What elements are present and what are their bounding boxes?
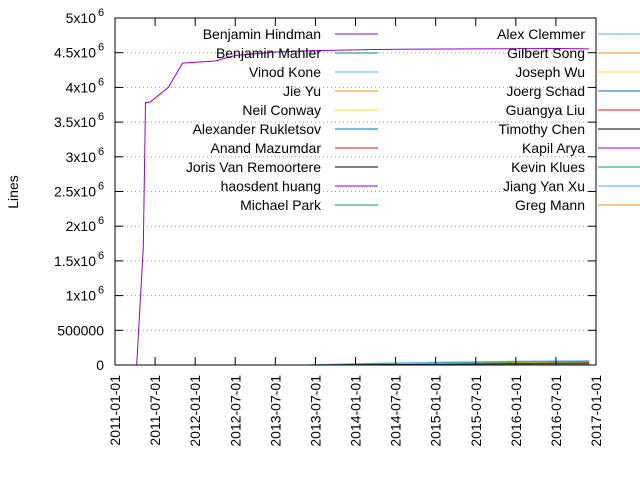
x-tick-label: 2011-01-01 — [107, 375, 123, 446]
legend-label: Jiang Yan Xu — [503, 178, 585, 194]
y-tick-label: 1x10 — [66, 288, 97, 304]
y-tick-exponent: 6 — [98, 42, 104, 54]
x-tick-label: 2015-01-01 — [428, 375, 444, 447]
x-tick-label: 2014-01-01 — [348, 375, 364, 447]
legend-label: Benjamin Mahler — [216, 45, 321, 61]
legend-label: Guangya Liu — [506, 102, 585, 118]
legend-label: Joris Van Remoortere — [186, 159, 321, 175]
y-tick-exponent: 6 — [98, 76, 104, 88]
legend-label: Kevin Klues — [511, 159, 585, 175]
y-tick-label: 2.5x10 — [54, 184, 96, 200]
x-tick-label: 2013-07-01 — [307, 375, 323, 447]
y-tick-exponent: 6 — [98, 215, 104, 227]
legend-label: Michael Park — [240, 197, 322, 213]
y-tick-label: 500000 — [57, 322, 104, 338]
x-tick-label: 2015-07-01 — [468, 375, 484, 447]
y-tick-exponent: 6 — [98, 181, 104, 193]
y-axis-label: Lines — [5, 175, 21, 208]
x-tick-label: 2016-01-01 — [508, 375, 524, 447]
y-tick-label: 5x10 — [66, 10, 97, 26]
legend-label: Greg Mann — [515, 197, 585, 213]
y-tick-label: 3x10 — [66, 149, 97, 165]
y-tick-exponent: 6 — [98, 285, 104, 297]
x-tick-label: 2011-07-01 — [147, 375, 163, 446]
legend-label: Anand Mazumdar — [210, 140, 321, 156]
y-tick-label: 0 — [96, 357, 104, 373]
y-tick-exponent: 6 — [98, 111, 104, 123]
legend-label: Neil Conway — [242, 102, 321, 118]
legend: Benjamin Hindman Benjamin Mahler Vinod Kon… — [186, 26, 640, 213]
legend-label: haosdent huang — [221, 178, 321, 194]
legend-label: Benjamin Hindman — [203, 26, 321, 42]
legend-label: Timothy Chen — [498, 121, 585, 137]
x-tick-label: 2012-07-01 — [227, 375, 243, 447]
legend-label: Alexander Rukletsov — [193, 121, 321, 137]
y-tick-exponent: 6 — [98, 250, 104, 262]
legend-label: Joseph Wu — [515, 64, 585, 80]
x-tick-label: 2012-01-01 — [187, 375, 203, 447]
legend-label: Gilbert Song — [507, 45, 585, 61]
y-tick-label: 3.5x10 — [54, 114, 96, 130]
y-tick-label: 2x10 — [66, 218, 97, 234]
y-tick-label: 1.5x10 — [54, 253, 96, 269]
legend-label: Vinod Kone — [249, 64, 321, 80]
legend-label: Kapil Arya — [522, 140, 585, 156]
x-tick-label: 2013-07-01 — [267, 375, 283, 447]
y-tick-exponent: 6 — [98, 7, 104, 19]
legend-label: Alex Clemmer — [497, 26, 585, 42]
x-tick-label: 2017-01-01 — [588, 375, 604, 447]
y-tick-label: 4x10 — [66, 79, 97, 95]
y-tick-exponent: 6 — [98, 146, 104, 158]
legend-label: Jie Yu — [283, 83, 321, 99]
legend-label: Joerg Schad — [506, 83, 585, 99]
x-tick-label: 2014-07-01 — [388, 375, 404, 447]
x-tick-label: 2016-07-01 — [548, 375, 564, 447]
y-tick-label: 4.5x10 — [54, 45, 96, 61]
